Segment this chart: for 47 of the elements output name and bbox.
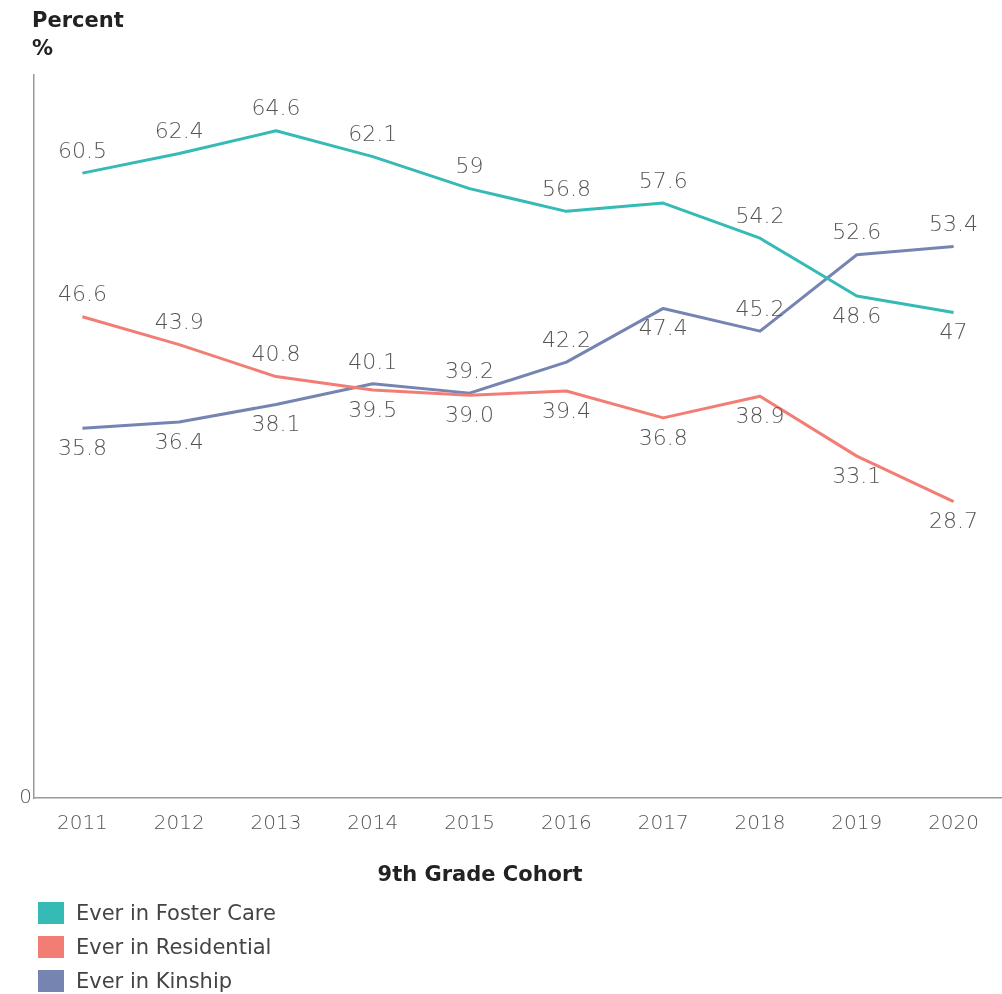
data-label: 52.6 — [832, 219, 882, 245]
data-label: 45.2 — [735, 295, 785, 321]
data-label: 60.5 — [57, 137, 107, 163]
data-label: 39.5 — [348, 396, 398, 422]
data-label: 42.2 — [541, 326, 591, 352]
data-label: 39.2 — [445, 357, 495, 383]
data-label: 39.0 — [445, 401, 495, 427]
x-tick-label: 2011 — [56, 810, 108, 835]
data-label: 54.2 — [735, 202, 785, 228]
data-label: 36.8 — [638, 424, 688, 450]
x-tick-label: 2013 — [250, 810, 302, 835]
data-label: 39.4 — [541, 397, 591, 423]
x-tick-label: 2012 — [153, 810, 205, 835]
legend-label: Ever in Residential — [76, 935, 272, 959]
x-tick-label: 2019 — [831, 810, 883, 835]
data-label: 62.1 — [348, 121, 398, 147]
data-label: 57.6 — [638, 167, 688, 193]
data-label: 47.4 — [638, 315, 688, 341]
data-label: 56.8 — [541, 176, 591, 202]
data-label: 40.1 — [348, 348, 398, 374]
x-tick-label: 2015 — [444, 810, 496, 835]
data-label: 43.9 — [154, 309, 204, 335]
x-tick-label: 2016 — [540, 810, 592, 835]
data-label: 35.8 — [57, 434, 107, 460]
x-tick-label: 2014 — [347, 810, 399, 835]
data-label: 47 — [939, 319, 968, 345]
text: % — [32, 35, 55, 62]
data-label: 59 — [455, 153, 484, 179]
legend-label: Ever in Kinship — [76, 969, 233, 993]
legend-label: Ever in Foster Care — [76, 901, 276, 925]
data-label: 46.6 — [57, 281, 107, 307]
data-label: 48.6 — [832, 302, 882, 328]
data-label: 36.4 — [154, 428, 204, 454]
text: 0 — [19, 784, 32, 809]
data-label: 38.9 — [735, 402, 785, 428]
data-label: 64.6 — [251, 95, 301, 121]
data-label: 62.4 — [154, 118, 204, 144]
data-label: 53.4 — [929, 211, 979, 237]
x-tick-label: 2017 — [637, 810, 689, 835]
data-label: 33.1 — [832, 462, 882, 488]
x-tick-label: 2020 — [928, 810, 980, 835]
data-label: 28.7 — [929, 508, 979, 534]
data-label: 38.1 — [251, 411, 301, 437]
x-tick-label: 2018 — [734, 810, 786, 835]
y-axis-title: Percent — [32, 7, 124, 34]
x-axis-title: 9th Grade Cohort — [376, 862, 584, 886]
data-label: 40.8 — [251, 341, 301, 367]
